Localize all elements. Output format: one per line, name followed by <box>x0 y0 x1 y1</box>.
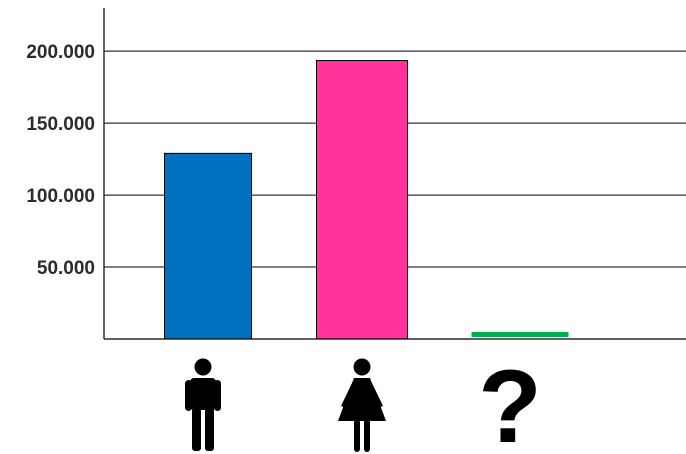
y-tick-label: 50.000 <box>37 258 95 279</box>
bars <box>164 60 569 340</box>
y-tick-labels: 50.000 100.000 150.000 200.000 <box>26 42 95 279</box>
male-icon <box>185 358 221 451</box>
bar-question-mark <box>471 332 569 337</box>
female-icon <box>338 358 386 452</box>
bar-female <box>316 60 408 340</box>
y-tick-label: 100.000 <box>26 186 95 207</box>
y-tick-label: 200.000 <box>26 42 95 63</box>
question-mark-icon: ? <box>478 349 542 454</box>
bar-male <box>164 152 252 340</box>
y-tick-label: 150.000 <box>26 114 95 135</box>
